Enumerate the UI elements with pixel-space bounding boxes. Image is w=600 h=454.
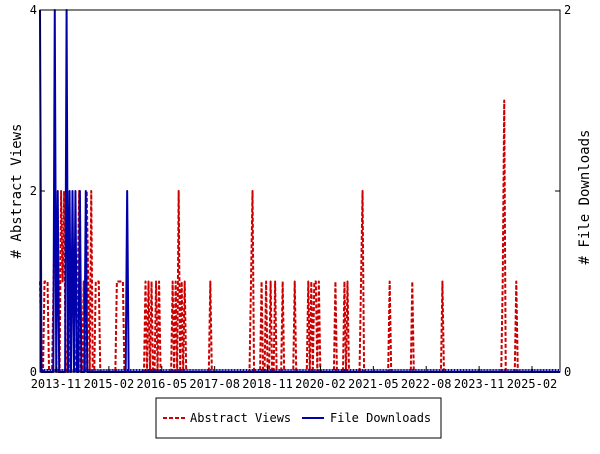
left-tick-label: 4: [30, 3, 37, 17]
right-axis-label: # File Downloads: [577, 130, 593, 265]
right-tick-label: 0: [564, 365, 571, 379]
left-axis-label: # Abstract Views: [9, 124, 25, 259]
left-tick-label: 2: [30, 184, 37, 198]
axis-layer: 0 2 4 0 2 2013-11 2015-02 2016-05 2017-08 2018-11…: [30, 3, 571, 391]
x-tick-label: 2023-11: [454, 377, 505, 391]
left-tick-label: 0: [30, 365, 37, 379]
x-tick-label: 2018-11: [242, 377, 293, 391]
x-tick-label: 2022-08: [401, 377, 452, 391]
x-tick-label: 2017-08: [189, 377, 240, 391]
x-tick-label: 2013-11: [31, 377, 82, 391]
x-tick-label: 2021-05: [348, 377, 399, 391]
legend-box: [155, 397, 442, 439]
x-tick-label: 2020-02: [295, 377, 346, 391]
legend: Abstract Views File Downloads: [155, 397, 442, 439]
legend-label-file-downloads: File Downloads: [330, 411, 431, 425]
right-tick-label: 2: [564, 3, 571, 17]
x-tick-label: 2025-02: [507, 377, 558, 391]
legend-label-abstract-views: Abstract Views: [190, 411, 291, 425]
x-tick-label: 2016-05: [136, 377, 187, 391]
x-tick-label: 2015-02: [84, 377, 135, 391]
